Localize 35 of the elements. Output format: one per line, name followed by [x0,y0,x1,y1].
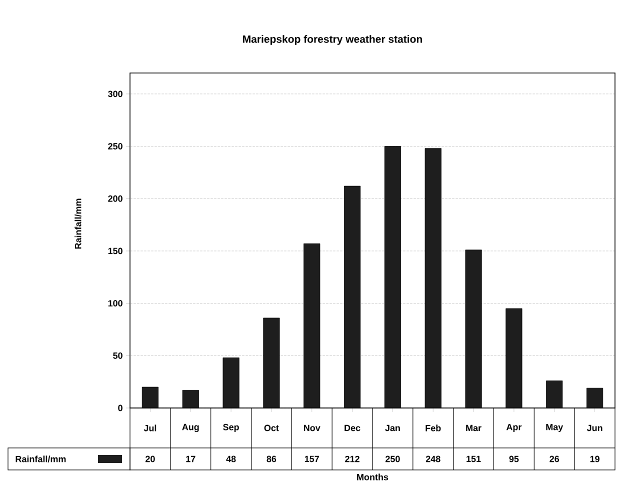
x-tick-label: Jul [144,424,156,432]
data-label: 95 [509,456,519,462]
y-tick-label: 0 [118,404,122,412]
data-label: 19 [590,456,600,462]
x-tick-label: Mar [466,424,482,432]
data-label: 48 [226,456,236,462]
x-tick-label: Oct [264,424,279,432]
data-label: 17 [186,456,196,462]
data-label: 248 [426,456,440,462]
x-tick-label: Sep [223,424,239,432]
data-label: 26 [550,456,560,462]
x-tick-label: May [546,424,564,432]
x-tick-label: Dec [344,424,360,432]
data-label: 151 [466,456,481,462]
y-axis-title: Rainfall/mm [74,198,82,249]
y-tick-label: 100 [108,300,122,306]
data-label: 157 [304,456,319,462]
data-label: 20 [146,456,155,462]
data-label: 86 [266,456,276,462]
data-label: 250 [386,456,400,462]
y-tick-label: 50 [113,352,122,359]
x-tick-label: Apr [506,424,522,432]
x-tick-label: Jun [586,424,602,432]
chart-title: Mariepskop forestry weather station [243,35,422,45]
y-tick-label: 250 [108,143,122,150]
text: Rainfall/mm [16,456,66,462]
y-tick-label: 300 [108,90,122,98]
x-axis-title: Months [357,474,388,480]
x-tick-label: Aug [182,424,199,432]
x-tick-label: Jan [385,424,400,432]
y-tick-label: 150 [108,248,122,254]
y-tick-label: 200 [108,195,122,202]
data-label: 212 [345,456,360,462]
x-tick-label: Feb [426,424,441,432]
x-tick-label: Nov [304,424,320,432]
